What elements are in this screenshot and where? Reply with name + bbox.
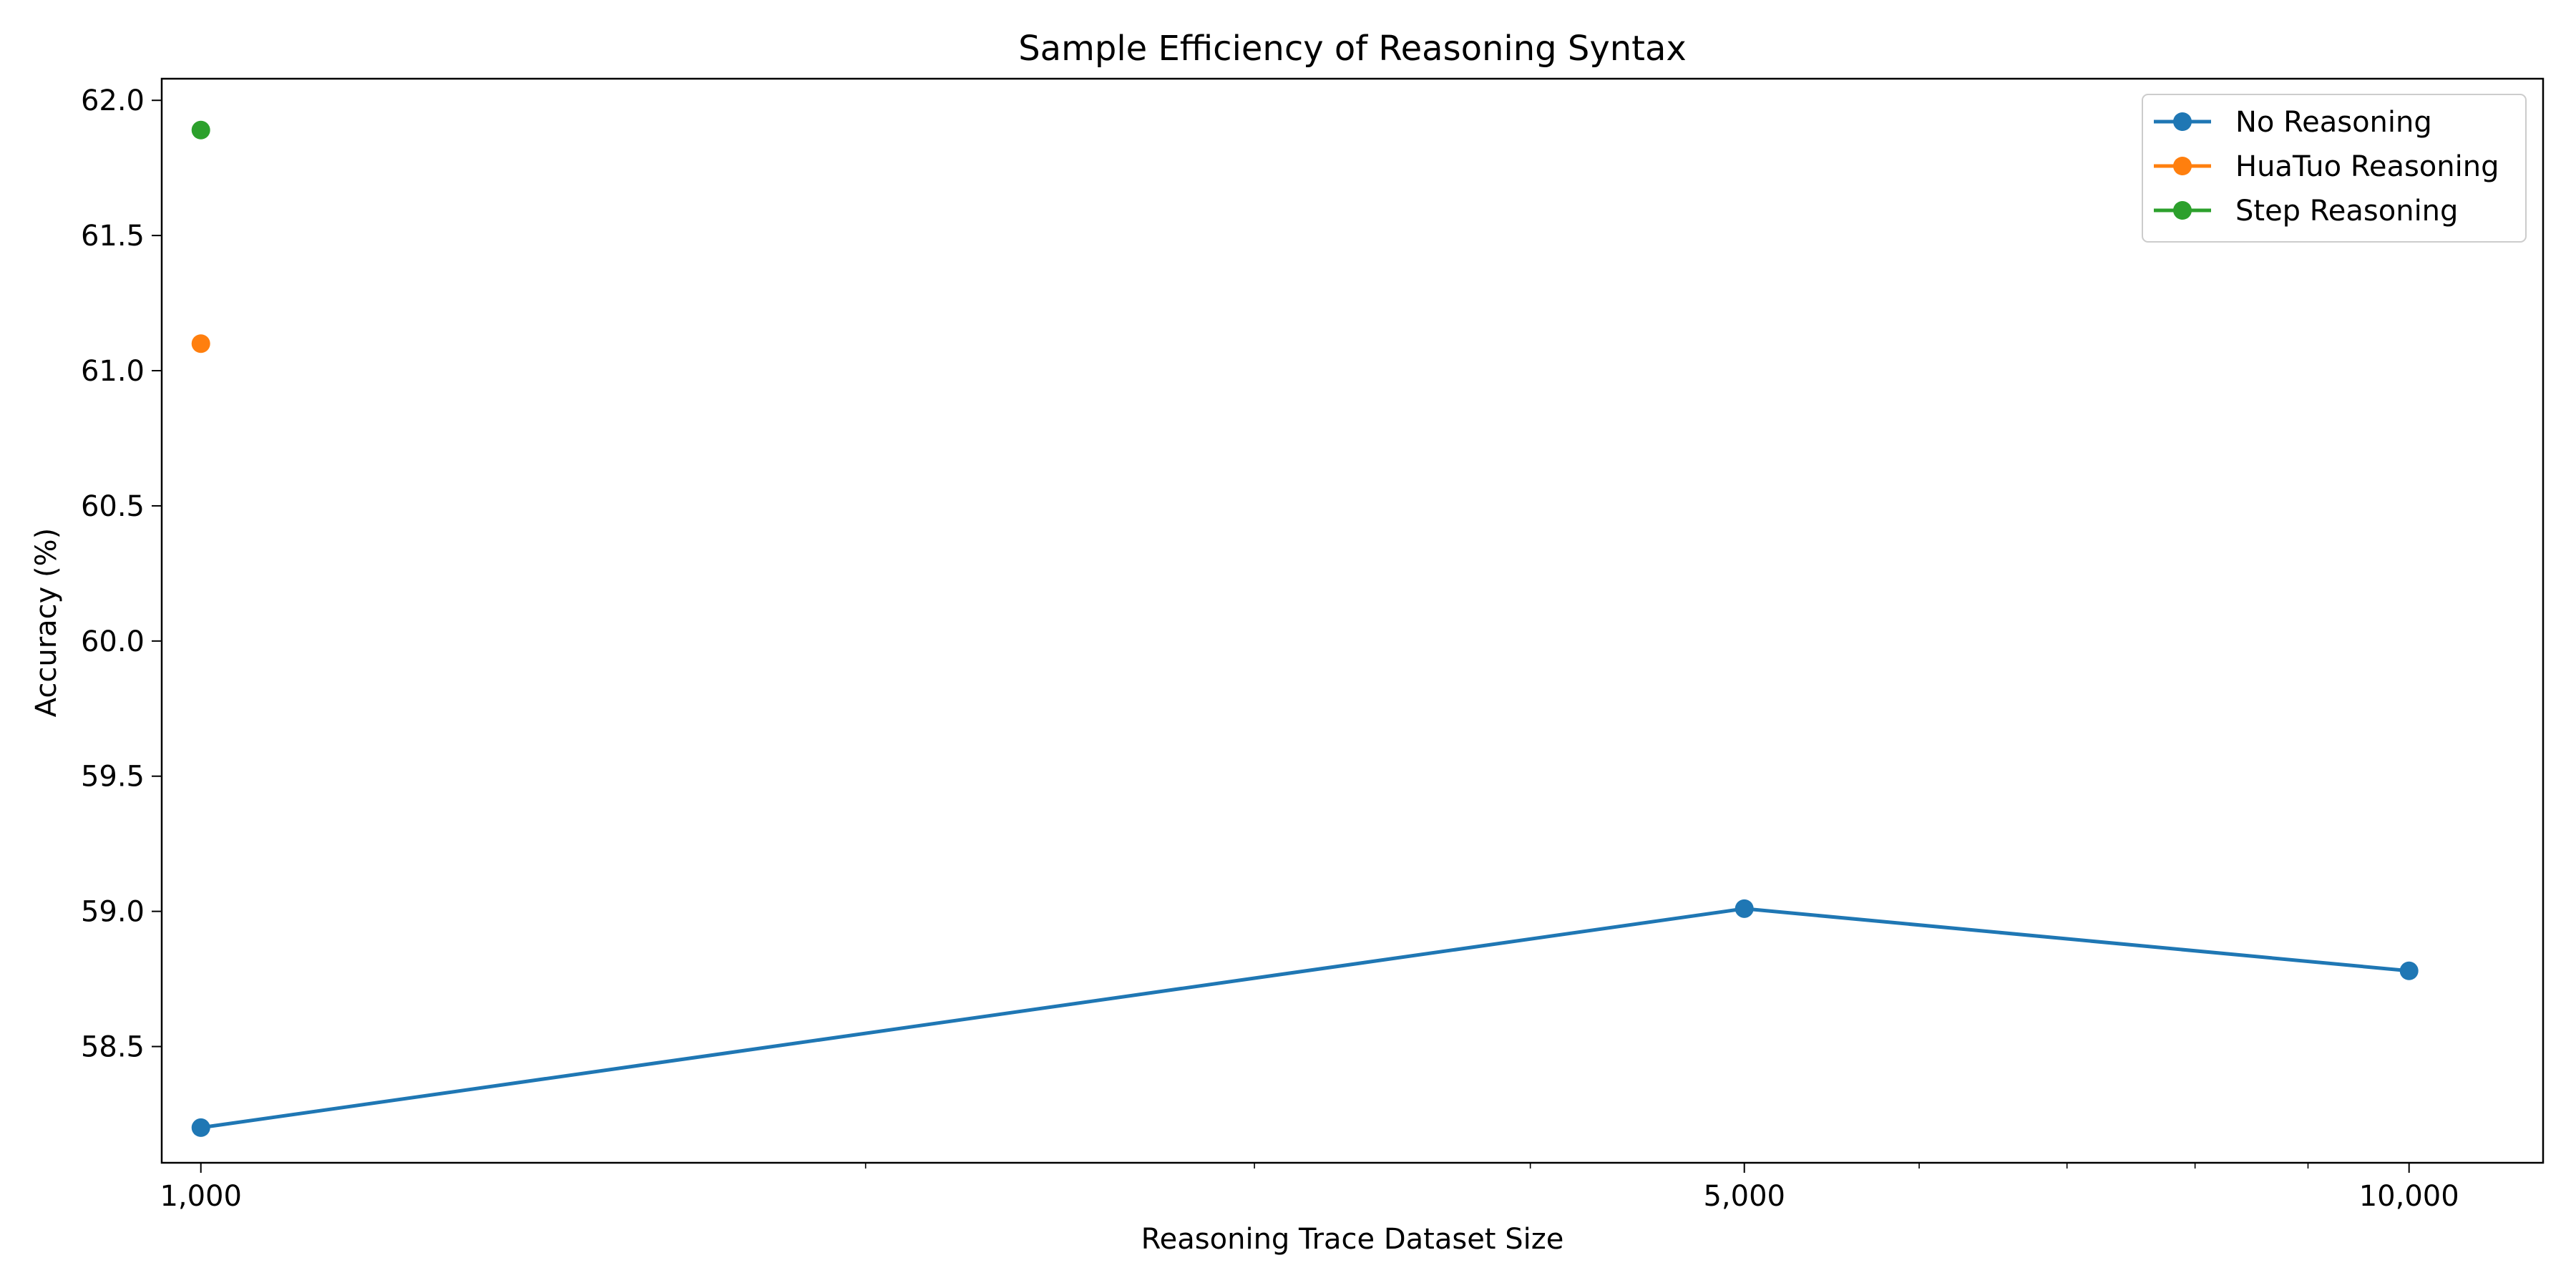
y-tick-label: 60.0 <box>81 625 145 658</box>
legend-label: HuaTuo Reasoning <box>2235 150 2499 183</box>
y-tick-label: 59.5 <box>81 761 145 794</box>
legend-marker <box>2173 201 2192 220</box>
y-tick-label: 61.5 <box>81 220 145 253</box>
y-axis-label: Accuracy (%) <box>30 528 63 718</box>
legend-label: No Reasoning <box>2235 106 2432 139</box>
chart-title: Sample Efficiency of Reasoning Syntax <box>1018 29 1687 69</box>
data-point <box>1735 899 1754 918</box>
legend-label: Step Reasoning <box>2235 195 2458 228</box>
legend-box <box>2142 94 2527 243</box>
x-axis: 1,000 5,000 10,000 <box>160 1163 2459 1213</box>
legend: No Reasoning HuaTuo Reasoning Step Reasoni… <box>2142 94 2527 243</box>
data-point <box>191 120 210 140</box>
y-tick-label: 58.5 <box>81 1031 145 1064</box>
legend-marker <box>2173 112 2192 131</box>
x-axis-label: Reasoning Trace Dataset Size <box>1141 1223 1564 1256</box>
y-tick-label: 59.0 <box>81 896 145 929</box>
plot-frame <box>160 77 2545 1164</box>
x-tick-label: 1,000 <box>160 1180 242 1213</box>
y-axis: 58.5 59.0 59.5 60.0 60.5 61.0 61.5 62.0 <box>81 84 162 1064</box>
y-tick-label: 60.5 <box>81 490 145 523</box>
y-tick-label: 61.0 <box>81 355 145 388</box>
plot-area <box>191 120 2419 1137</box>
data-point <box>2399 961 2419 980</box>
x-tick-label: 10,000 <box>2359 1180 2459 1213</box>
data-point <box>191 334 210 353</box>
x-tick-label: 5,000 <box>1703 1180 1785 1213</box>
y-tick-label: 62.0 <box>81 84 145 117</box>
data-point <box>191 1118 210 1137</box>
legend-marker <box>2173 157 2192 175</box>
